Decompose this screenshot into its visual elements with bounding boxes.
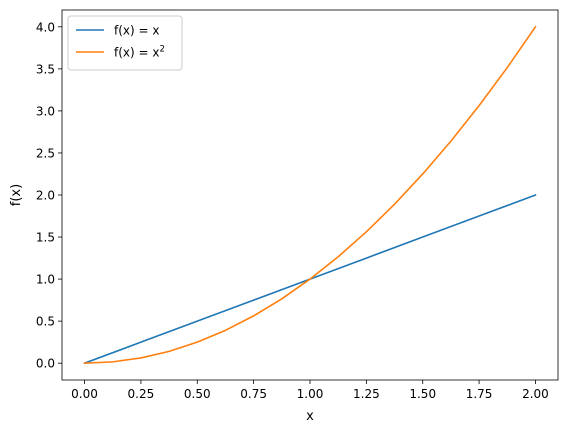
- x-tick-label: 1.25: [353, 387, 380, 401]
- legend: f(x) = xf(x) = x2: [67, 15, 183, 71]
- y-tick-label: 4.0: [36, 20, 55, 34]
- legend-label-superscript: 2: [159, 45, 164, 55]
- legend-label-2: f(x) = x2: [114, 45, 165, 60]
- x-tick-label: 0.75: [240, 387, 267, 401]
- x-tick-label: 0.00: [71, 387, 98, 401]
- x-tick-label: 1.75: [466, 387, 493, 401]
- x-tick-label: 1.00: [297, 387, 324, 401]
- y-tick-label: 1.5: [36, 231, 55, 245]
- legend-label-1: f(x) = x: [114, 24, 159, 38]
- y-axis-label: f(x): [9, 184, 24, 206]
- y-tick-label: 0.0: [36, 357, 55, 371]
- x-tick-label: 2.00: [522, 387, 549, 401]
- legend-label-text: f(x) = x: [114, 46, 159, 60]
- x-tick-label: 1.50: [409, 387, 436, 401]
- y-tick-label: 0.5: [36, 315, 55, 329]
- y-tick-label: 3.0: [36, 104, 55, 118]
- y-tick-label: 3.5: [36, 62, 55, 76]
- y-axis-ticks: 0.0 0.5 1.0 1.5 2.0 2.5 3.0 3.5 4.0: [36, 20, 62, 371]
- x-tick-label: 0.50: [184, 387, 211, 401]
- series-layer: [83, 25, 537, 365]
- legend-label-text: f(x) = x: [114, 24, 159, 38]
- y-tick-label: 1.0: [36, 273, 55, 287]
- y-tick-label: 2.0: [36, 189, 55, 203]
- series-line-2: [83, 25, 537, 365]
- x-axis-label: x: [306, 409, 314, 424]
- y-tick-label: 2.5: [36, 146, 55, 160]
- x-tick-label: 0.25: [128, 387, 155, 401]
- x-axis-ticks: 0.00 0.25 0.50 0.75 1.00 1.25 1.50 1.75 2.00: [71, 380, 549, 401]
- plot-frame: [61, 9, 559, 381]
